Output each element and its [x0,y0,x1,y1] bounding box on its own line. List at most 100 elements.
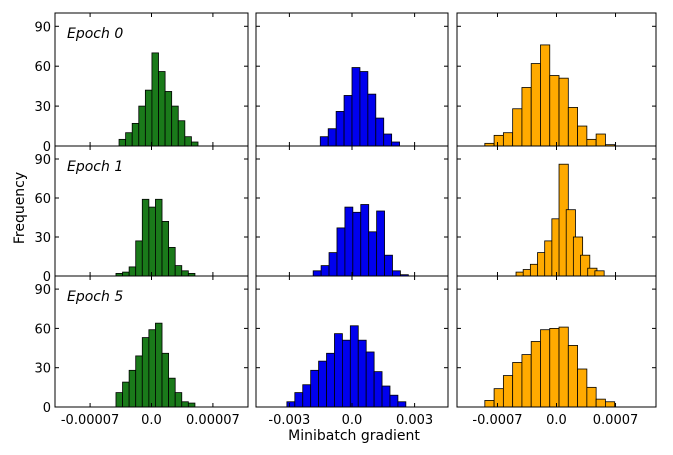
epoch-label: Epoch 1 [67,159,123,175]
histogram-bar [577,125,588,147]
histogram-bar [177,120,186,147]
panel-r0-c2 [456,12,657,147]
histogram-bar [512,108,523,147]
x-tick-label: -0.00007 [61,413,119,428]
histogram-bar [549,75,560,147]
x-axis-title: Minibatch gradient [288,428,420,444]
histogram-bar [144,89,153,147]
histogram-bar [595,398,606,408]
histogram-bar [131,122,140,147]
histogram-bar [567,107,578,147]
histogram-bar [373,371,383,408]
epoch-label: Epoch 5 [67,289,123,305]
histogram-bar [349,325,359,408]
x-tick-label: 0.0007 [593,413,639,428]
histogram-bar [343,95,353,147]
histogram-bar [286,401,296,408]
histogram-bar [540,329,551,408]
epoch-label: Epoch 0 [67,26,123,42]
histogram-bar [294,392,304,408]
histogram-bar [171,105,179,147]
histogram-bar [161,352,170,408]
y-tick-label: 90 [34,153,51,168]
histogram-bar [357,339,367,408]
histogram-bar [351,67,361,147]
histogram-bar [128,266,137,277]
histogram-bar [341,339,351,408]
histogram-bar [335,111,345,147]
histogram-bar [605,401,616,408]
histogram-bar [577,368,588,408]
panel-r1-c1 [255,145,449,277]
histogram-bar [161,220,170,277]
histogram-bar [530,63,541,147]
y-tick-label: 90 [34,20,51,35]
panel-r1-c0: 0 30 60 90 Epoch 1 [34,145,249,285]
histogram-bar [502,132,514,147]
histogram-bar [135,240,143,277]
histogram-bar [155,322,163,408]
histogram-bar [360,204,370,277]
x-tick-label: 0.00007 [186,413,240,428]
panel-r2-c1: -0.003 0.0 0.003 [255,275,449,428]
histogram-bar [312,270,322,277]
histogram-bar [558,77,569,147]
y-tick-label: 0 [43,270,51,285]
histogram-bar [184,136,192,147]
histogram-bar [336,227,346,277]
histogram-bar [191,141,199,147]
x-tick-label: 0.0 [141,413,162,428]
histogram-bar [389,394,399,408]
y-tick-label: 0 [43,401,51,416]
histogram-bar [135,355,143,408]
y-axis-title: Frequency [12,172,28,244]
x-tick-label: 0.0 [546,413,567,428]
histogram-bar [512,362,523,408]
histogram-bar [502,375,514,408]
panels-layer: 0 30 60 90 Epoch 0 0 30 60 90 Epoch 1 0 30 60 90 -0.00… [34,12,657,428]
histogram-bar [187,402,196,408]
histogram-bar [540,44,551,147]
histogram-bar [594,270,605,277]
x-tick-label: 0.003 [396,413,433,428]
panel-r1-c2 [456,145,657,277]
histogram-bar [319,136,329,147]
y-tick-label: 30 [34,362,51,377]
histogram-bar [397,401,407,408]
histogram-bar [141,198,150,277]
histogram-bar [375,117,385,147]
panel-r2-c0: 0 30 60 90 -0.00007 0.0 0.00007 Epoch 5 [34,275,249,428]
histogram-bar [141,337,150,408]
histogram-bar [158,71,166,147]
histogram-bar [359,71,369,147]
histogram-bar [352,211,362,277]
histogram-bar [376,210,385,277]
histogram-bar [148,206,156,277]
histogram-bar [181,270,189,277]
histogram-bar [310,369,320,408]
y-tick-label: 30 [34,100,51,115]
y-tick-label: 60 [34,322,51,337]
y-tick-label: 30 [34,231,51,246]
x-tick-label: 0.0 [342,413,363,428]
histogram-bar [367,93,377,147]
histogram-bar [334,333,343,408]
histogram-bar [122,381,130,408]
histogram-bar [586,386,597,408]
histogram-bar [181,401,189,408]
histogram-bar [586,138,597,147]
histogram-bar [493,134,504,147]
histogram-bar [148,329,156,408]
histogram-bar [327,128,337,147]
histogram-bar [168,377,176,408]
histogram-bar [530,341,541,408]
histogram-bar [567,345,578,408]
histogram-bar [521,354,532,408]
x-tick-label: -0.003 [268,413,310,428]
histogram-bar [493,388,504,408]
histogram-bar [344,206,354,277]
panel-r0-c1 [255,12,449,147]
histogram-bar [368,231,378,277]
histogram-bar [365,351,375,408]
y-tick-label: 60 [34,192,51,207]
